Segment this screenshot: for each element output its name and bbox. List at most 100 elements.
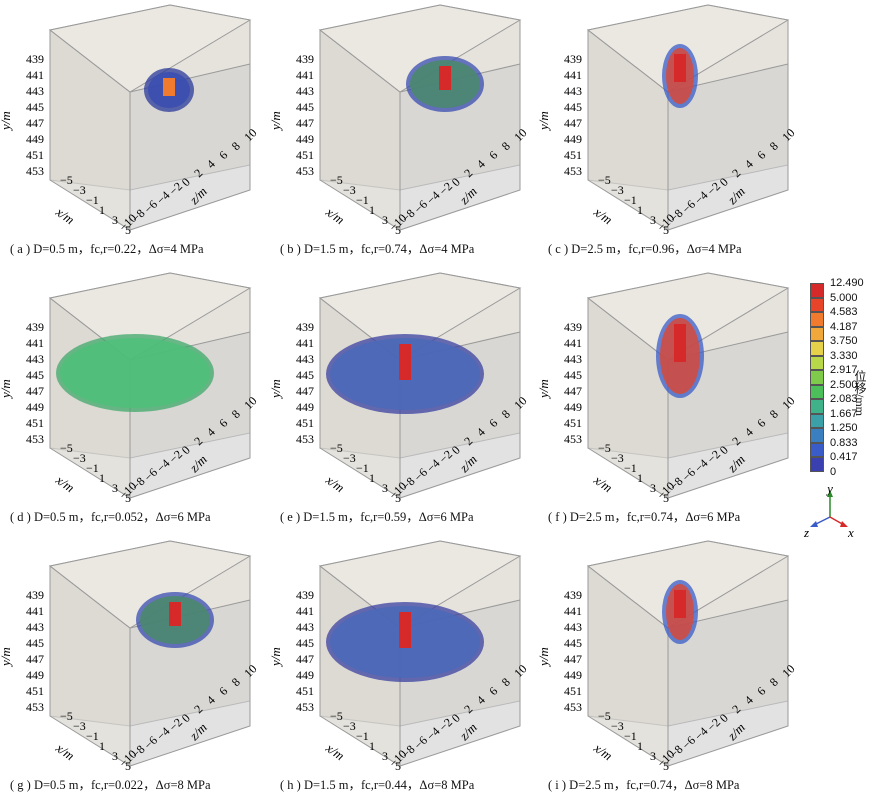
y-tick-label: 443 [26,620,44,634]
x-tick-label: −3 [611,719,624,733]
y-tick-label: 451 [26,684,44,698]
x-tick-label: 5 [125,491,131,505]
x-tick-label: 1 [369,203,375,217]
x-axis-label: x/m [52,472,77,496]
y-tick-label: 449 [26,668,44,682]
y-tick-label: 441 [564,336,582,350]
y-axis-label: y/m [268,379,283,400]
x-tick-label: 1 [369,471,375,485]
peak-displacement-core [163,78,175,96]
x-axis-label: x/m [52,204,77,228]
box-top-face [48,4,252,93]
colorbar-level-label: 2.500 [830,378,858,391]
colorbar-swatch [810,384,824,399]
y-tick-label: 443 [26,84,44,98]
x-tick-label: −3 [611,451,624,465]
peak-displacement-core [439,66,451,90]
y-tick-label: 453 [564,700,582,714]
y-tick-label: 445 [564,100,582,114]
y-tick-label: 441 [296,68,314,82]
y-tick-label: 449 [26,400,44,414]
x-tick-label: −5 [598,173,611,187]
y-tick-label: 439 [296,52,314,66]
x-tick-label: −1 [86,461,99,475]
y-tick-label: 445 [26,368,44,382]
x-tick-label: 5 [663,491,669,505]
x-tick-label: −1 [624,193,637,207]
y-tick-label: 451 [296,148,314,162]
x-tick-label: −3 [73,719,86,733]
y-tick-label: 439 [26,320,44,334]
colorbar-swatch [810,297,824,312]
panel-d: 439 441 443 445 447 449 451 453 y/m −5 −3 −1 1 3 5 x/m −… [0,268,270,524]
panel-caption: ( d ) D=0.5 m，fc,r=0.052，Δσ=6 MPa [10,510,211,524]
y-tick-label: 453 [296,432,314,446]
box-right-face [667,63,789,231]
colorbar-level-label: 12.490 [830,277,864,289]
x-axis-label: x/m [52,740,77,764]
panel-caption: ( f ) D=2.5 m，fc,r=0.74，Δσ=6 MPa [548,510,741,524]
y-axis-label: y/m [268,647,283,668]
x-axis-label: x/m [590,740,615,764]
x-axis-label: x/m [590,472,615,496]
colorbar-swatch [810,457,824,472]
y-tick-label: 443 [296,620,314,634]
x-tick-label: −3 [73,183,86,197]
x-tick-label: −1 [356,193,369,207]
x-tick-label: −3 [73,451,86,465]
colorbar-swatch [810,428,824,443]
y-tick-label: 439 [564,52,582,66]
y-tick-label: 443 [564,620,582,634]
y-axis-label: y/m [536,111,551,132]
panel-g: 439 441 443 445 447 449 451 453 y/m −5 −3 −1 1 3 5 x/m −… [0,536,270,792]
x-tick-label: 3 [112,481,118,495]
panel-a: 439 441 443 445 447 449 451 453 y/m −5 −3 −1 1 3 5 x/m −… [0,0,270,256]
y-tick-label: 449 [26,132,44,146]
y-tick-label: 443 [564,352,582,366]
colorbar-level-label: 4.583 [830,306,858,318]
colorbar-level-label: 2.917 [830,364,858,376]
colorbar-level-label: 5.000 [830,291,858,304]
y-tick-label: 445 [564,636,582,650]
x-tick-label: −1 [86,193,99,207]
y-tick-label: 449 [296,668,314,682]
colorbar-level-label: 0.833 [830,436,858,449]
panel-b: 439 441 443 445 447 449 451 453 y/m −5 −3 −1 1 3 5 x/m −… [268,0,540,256]
y-tick-label: 445 [296,368,314,382]
y-axis-label: y/m [0,379,13,400]
x-axis-label: x/m [322,740,347,764]
x-tick-label: 5 [663,759,669,773]
x-tick-label: −5 [598,709,611,723]
y-tick-label: 451 [564,684,582,698]
x-tick-label: 3 [650,213,656,227]
x-tick-label: −5 [60,441,73,455]
x-tick-label: −1 [624,461,637,475]
x-tick-label: −3 [611,183,624,197]
colorbar-swatch [810,370,824,385]
peak-displacement-core [169,602,181,626]
x-tick-label: −5 [60,709,73,723]
x-tick-label: 5 [663,223,669,237]
y-tick-label: 443 [26,352,44,366]
x-axis-label: x/m [322,204,347,228]
y-tick-label: 441 [26,68,44,82]
x-tick-label: 1 [369,739,375,753]
panel-caption: ( c ) D=2.5 m，fc,r=0.96，Δσ=4 MPa [548,242,742,256]
y-tick-label: 453 [26,164,44,178]
y-tick-label: 449 [296,132,314,146]
x-tick-label: 3 [112,213,118,227]
y-tick-label: 441 [296,336,314,350]
x-tick-label: −5 [330,441,343,455]
colorbar-level-label: 1.250 [830,422,858,434]
y-tick-label: 453 [296,700,314,714]
colorbar-swatch [810,442,824,457]
y-tick-label: 447 [26,384,44,398]
y-tick-label: 439 [564,588,582,602]
panel-c: 439 441 443 445 447 449 451 453 y/m −5 −3 −1 1 3 5 x/m −… [536,0,808,256]
y-tick-label: 451 [564,416,582,430]
colorbar-level-label: 2.083 [830,393,858,405]
x-tick-label: −5 [330,709,343,723]
y-tick-label: 445 [26,636,44,650]
